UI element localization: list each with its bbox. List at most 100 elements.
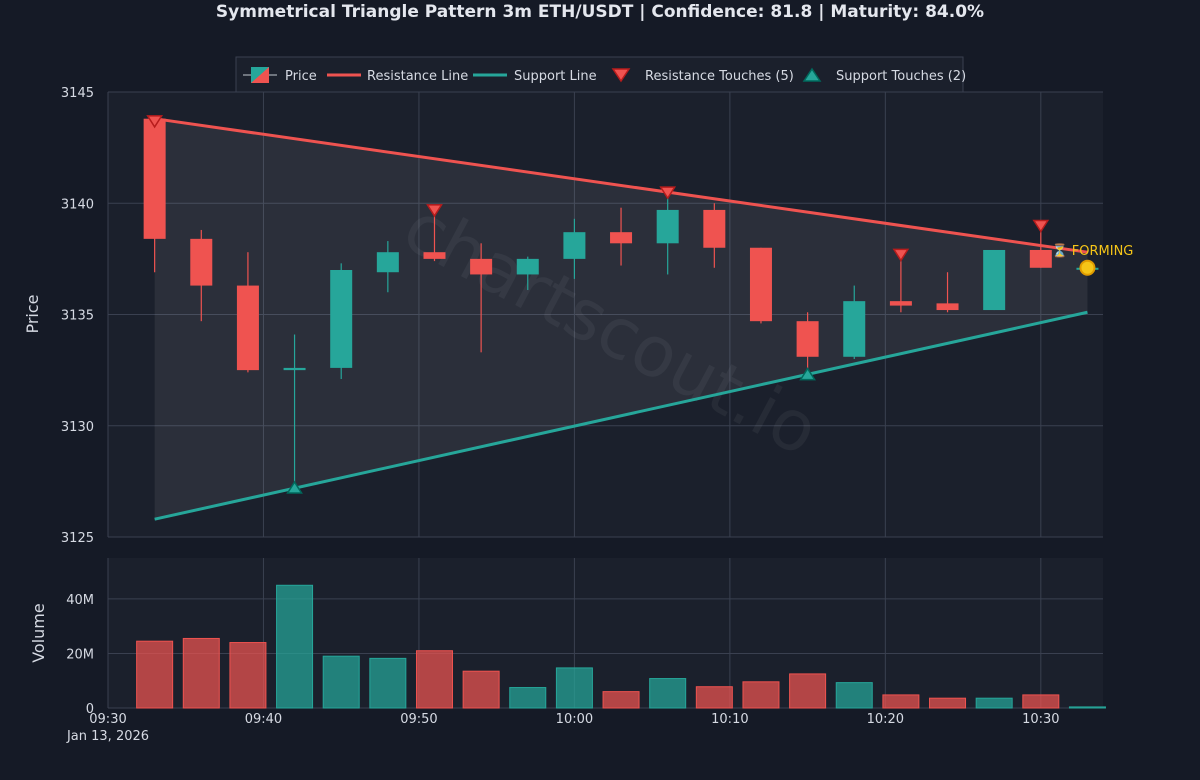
candle-body bbox=[143, 118, 166, 239]
volume-axis-label: Volume bbox=[29, 603, 48, 663]
candle-body bbox=[330, 270, 353, 368]
resistance-touch-marker[interactable] bbox=[892, 248, 910, 262]
volume-bar-10:24[interactable] bbox=[929, 697, 967, 709]
candle-09:42[interactable] bbox=[283, 334, 306, 489]
legend-item-price[interactable]: Price bbox=[243, 67, 317, 84]
candle-09:57[interactable] bbox=[516, 256, 539, 291]
volume-bar-09:36[interactable] bbox=[182, 637, 220, 709]
time-tick-label: 10:10 bbox=[711, 712, 748, 727]
price-tick-label: 3125 bbox=[61, 531, 94, 546]
candle-body bbox=[796, 321, 819, 357]
support-touch-marker[interactable] bbox=[286, 480, 303, 494]
price-tick-label: 3140 bbox=[61, 197, 94, 212]
candle-body bbox=[516, 258, 539, 275]
candle-body bbox=[703, 209, 726, 248]
price-tick-label: 3135 bbox=[61, 309, 94, 324]
volume-bar-09:45[interactable] bbox=[322, 655, 360, 709]
volume-bar-10:03[interactable] bbox=[602, 691, 640, 709]
legend-item-resistance-touches[interactable]: Resistance Touches (5) bbox=[611, 68, 794, 84]
price-tick-label: 3130 bbox=[61, 420, 94, 435]
volume-bar-10:15[interactable] bbox=[789, 673, 827, 709]
chart-title: Symmetrical Triangle Pattern 3m ETH/USDT… bbox=[216, 2, 984, 22]
candle-09:39[interactable] bbox=[236, 252, 259, 373]
candle-10:21[interactable] bbox=[889, 261, 912, 313]
candle-10:12[interactable] bbox=[749, 247, 772, 324]
resistance-touch-marker[interactable] bbox=[659, 186, 677, 200]
legend-item-support-touches[interactable]: Support Touches (2) bbox=[802, 67, 966, 84]
volume-bar-10:06[interactable] bbox=[649, 678, 687, 709]
candle-09:48[interactable] bbox=[376, 241, 399, 293]
axes: 3125 3130 3135 3140 3145 0 20M 40M 09:30 Jan 13, … bbox=[61, 86, 1060, 744]
candle-10:18[interactable] bbox=[843, 285, 866, 359]
legend-label-support: Support Line bbox=[514, 69, 597, 84]
candle-10:06[interactable] bbox=[656, 192, 679, 275]
candle-10:27[interactable] bbox=[983, 249, 1006, 311]
legend-item-resistance[interactable]: Resistance Line bbox=[327, 69, 468, 84]
volume-tick-label: 0 bbox=[86, 702, 94, 717]
candle-body bbox=[190, 238, 213, 286]
time-tick-label: 10:20 bbox=[867, 712, 904, 727]
volume-bar-09:57[interactable] bbox=[509, 687, 547, 709]
candle-10:30[interactable] bbox=[1029, 227, 1052, 268]
volume-tick-label: 40M bbox=[66, 593, 94, 608]
support-touch-marker[interactable] bbox=[799, 367, 816, 381]
candle-10:24[interactable] bbox=[936, 272, 959, 313]
candle-body bbox=[563, 232, 586, 259]
volume-bar-10:27[interactable] bbox=[975, 697, 1013, 709]
candle-body bbox=[749, 247, 772, 322]
resistance-line bbox=[154, 117, 1088, 254]
resistance-touch-marker[interactable] bbox=[1032, 219, 1050, 233]
legend-label-support-touches: Support Touches (2) bbox=[836, 69, 966, 84]
volume-bar-10:33[interactable] bbox=[1068, 706, 1106, 709]
candle-body bbox=[1029, 249, 1052, 268]
candle-10:15[interactable] bbox=[796, 312, 819, 375]
resistance-touch-marker[interactable] bbox=[146, 115, 164, 129]
candle-09:51[interactable] bbox=[423, 209, 446, 262]
candle-09:33[interactable] bbox=[143, 118, 166, 273]
candle-body bbox=[843, 301, 866, 357]
forming-marker[interactable] bbox=[1079, 259, 1096, 276]
price-tick-label: 3145 bbox=[61, 86, 94, 101]
volume-bar-09:33[interactable] bbox=[136, 640, 174, 709]
candle-10:00[interactable] bbox=[563, 218, 586, 279]
volume-bar-10:18[interactable] bbox=[835, 682, 873, 709]
candle-10:09[interactable] bbox=[703, 203, 726, 268]
time-tick-label: 09:40 bbox=[245, 712, 282, 727]
volume-bar-09:42[interactable] bbox=[276, 584, 314, 709]
candle-09:45[interactable] bbox=[330, 263, 353, 380]
touch-markers: ⏳ FORMING bbox=[146, 115, 1133, 494]
legend-label-price: Price bbox=[285, 69, 317, 84]
legend: Price Resistance Line Support Line Resis… bbox=[235, 56, 966, 93]
candle-09:36[interactable] bbox=[190, 229, 213, 322]
legend-triangle-down-icon bbox=[611, 68, 631, 83]
support-line bbox=[154, 310, 1088, 521]
volume-bar-09:39[interactable] bbox=[229, 642, 267, 709]
candle-body bbox=[423, 252, 446, 259]
candle-body bbox=[983, 249, 1006, 311]
resistance-touch-marker[interactable] bbox=[426, 204, 443, 218]
volume-panel bbox=[108, 558, 1103, 708]
candle-09:54[interactable] bbox=[470, 243, 493, 353]
legend-label-resistance-touches: Resistance Touches (5) bbox=[645, 69, 794, 84]
time-tick-label: 10:00 bbox=[556, 712, 593, 727]
volume-tick-label: 20M bbox=[66, 647, 94, 662]
time-tick-label: 09:50 bbox=[400, 712, 437, 727]
volume-bar-10:09[interactable] bbox=[695, 686, 733, 709]
legend-label-resistance: Resistance Line bbox=[367, 69, 468, 84]
volume-bar-09:48[interactable] bbox=[369, 657, 407, 709]
volume-bar-09:51[interactable] bbox=[415, 650, 453, 709]
candle-body bbox=[470, 258, 493, 275]
date-label: Jan 13, 2026 bbox=[66, 729, 149, 744]
volume-bar-10:21[interactable] bbox=[882, 694, 920, 709]
volume-bars bbox=[136, 584, 1106, 709]
volume-bar-09:54[interactable] bbox=[462, 670, 500, 709]
triangle-pattern bbox=[154, 117, 1088, 521]
volume-bar-10:30[interactable] bbox=[1022, 694, 1060, 709]
candle-body bbox=[936, 303, 959, 311]
volume-bar-10:12[interactable] bbox=[742, 681, 780, 709]
candle-10:03[interactable] bbox=[610, 207, 633, 266]
volume-bar-10:00[interactable] bbox=[555, 667, 593, 709]
legend-item-support[interactable]: Support Line bbox=[473, 69, 597, 84]
